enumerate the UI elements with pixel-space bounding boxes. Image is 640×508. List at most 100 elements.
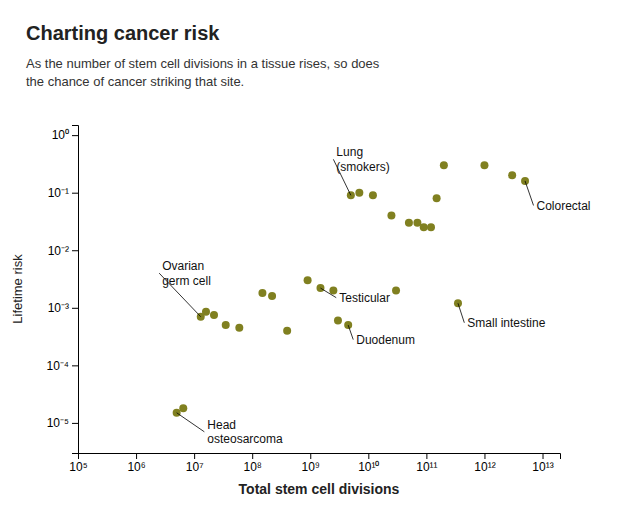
point [179, 404, 187, 412]
x-axis-title: Total stem cell divisions [239, 481, 400, 497]
annotation: Small intestine [467, 316, 545, 330]
annotation-line [320, 288, 336, 298]
y-tick-mark [72, 193, 78, 194]
point [369, 191, 377, 199]
point [420, 223, 428, 231]
point [210, 311, 218, 319]
annotation: Ovariangerm cell [162, 259, 211, 287]
point [392, 286, 400, 294]
x-tick-mark [426, 453, 427, 459]
y-tick-mark [72, 308, 78, 309]
point [508, 171, 516, 179]
points [173, 161, 529, 417]
y-tick-label: 10⁻³ [48, 301, 69, 315]
chart-container: Charting cancer risk As the number of ste… [0, 0, 640, 508]
y-tick: 10⁰ [52, 128, 78, 142]
x-tick: 10⁶ [127, 453, 145, 474]
annotation-line [177, 413, 205, 432]
y-tick: 10⁻¹ [48, 186, 78, 200]
annotation-line-text: Ovarian [162, 259, 204, 273]
x-tick-mark [252, 453, 253, 459]
x-tick-label: 10¹¹ [416, 460, 437, 474]
annotation-line-text: Colorectal [537, 199, 591, 213]
x-tick: 10¹⁰ [358, 453, 379, 474]
annotation: Colorectal [537, 199, 591, 213]
y-axis-line [72, 126, 79, 454]
annotation-line [458, 303, 464, 323]
point [405, 219, 413, 227]
x-tick-label: 10¹⁰ [358, 460, 379, 474]
annotation-line-text: Head [207, 418, 236, 432]
x-axis: 10⁵ 10⁶ 10⁷ 10⁸ 10⁹ 10¹⁰ 10¹¹ 10¹² 10¹³ [69, 453, 560, 474]
x-tick-label: 10⁸ [243, 460, 261, 474]
annotations: Lung(smokers) Colorectal Ovariangerm cell H… [159, 145, 590, 446]
y-tick-label: 10⁰ [52, 128, 69, 142]
y-tick-label: 10⁻⁵ [47, 416, 69, 430]
x-tick-label: 10⁹ [302, 460, 321, 474]
y-tick-label: 10⁻¹ [48, 186, 69, 200]
point [334, 317, 342, 325]
annotation: Headosteosarcoma [207, 418, 283, 446]
point [304, 276, 312, 284]
annotation-line-text: germ cell [162, 274, 211, 288]
point [480, 161, 488, 169]
annotation: Testicular [339, 291, 390, 305]
x-tick-mark [368, 453, 369, 459]
annotation-line [348, 325, 353, 339]
annotation: Duodenum [356, 333, 415, 347]
x-tick-mark [543, 453, 544, 459]
subtitle-line: As the number of stem cell divisions in … [26, 56, 380, 71]
point [202, 308, 210, 316]
x-tick-label: 10¹² [474, 460, 495, 474]
point [427, 223, 435, 231]
annotation-line-text: Testicular [339, 291, 390, 305]
y-axis-title: Lifetime risk [10, 254, 25, 324]
point [433, 194, 441, 202]
annotation-line [525, 181, 533, 206]
subtitle: As the number of stem cell divisions in … [26, 56, 380, 89]
x-tick-label: 10⁶ [127, 460, 145, 474]
x-tick-mark [484, 453, 485, 459]
point [387, 212, 395, 220]
x-axis-line [79, 454, 561, 460]
y-tick: 10⁻⁵ [47, 416, 78, 430]
x-tick: 10¹² [474, 453, 495, 474]
annotation-line-text: osteosarcoma [207, 432, 283, 446]
y-tick: 10⁻² [48, 244, 78, 258]
annotation-line-text: Duodenum [356, 333, 415, 347]
title: Charting cancer risk [26, 22, 220, 44]
point [283, 327, 291, 335]
x-tick-label: 10¹³ [532, 460, 553, 474]
point [258, 289, 266, 297]
y-tick-label: 10⁻⁴ [46, 359, 69, 373]
point [268, 292, 276, 300]
y-tick-mark [72, 250, 78, 251]
annotation-line-text: Small intestine [467, 316, 545, 330]
annotation-line-text: Lung [336, 145, 363, 159]
annotation-line-text: (smokers) [336, 160, 389, 174]
plot: 10⁵10⁶10⁷10⁸10⁹10¹⁰10¹¹10¹²10¹³10⁻⁵10⁻⁴1… [46, 126, 590, 474]
point [355, 189, 363, 197]
subtitle-line: the chance of cancer striking that site. [26, 74, 244, 89]
point [440, 161, 448, 169]
chart-svg: Charting cancer risk As the number of ste… [0, 0, 640, 508]
y-tick-mark [72, 423, 78, 424]
point [235, 324, 243, 332]
annotation: Lung(smokers) [336, 145, 389, 173]
x-tick: 10⁹ [302, 453, 321, 474]
y-tick: 10⁻⁴ [46, 359, 78, 373]
point [222, 321, 230, 329]
x-tick-mark [310, 453, 311, 459]
y-tick-mark [72, 135, 78, 136]
point [329, 286, 337, 294]
y-tick: 10⁻³ [48, 301, 78, 315]
x-tick-label: 10⁵ [69, 460, 87, 474]
x-tick-mark [136, 453, 137, 459]
x-tick-mark [194, 453, 195, 459]
x-tick-label: 10⁷ [186, 460, 204, 474]
x-tick: 10¹¹ [416, 453, 437, 474]
x-tick: 10⁷ [186, 453, 204, 474]
y-axis: 10⁻⁵ 10⁻⁴ 10⁻³ 10⁻² 10⁻¹ 10⁰ [46, 126, 78, 454]
x-tick: 10⁵ [69, 453, 87, 474]
y-tick-label: 10⁻² [48, 244, 69, 258]
